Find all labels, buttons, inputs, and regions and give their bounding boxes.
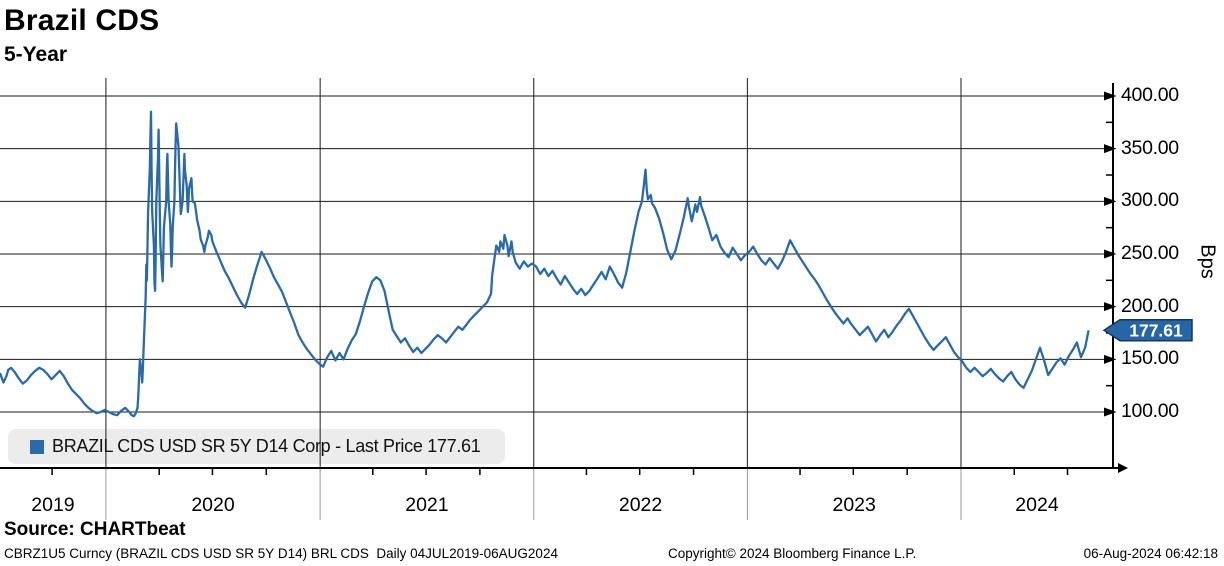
page-title: Brazil CDS [4, 4, 160, 37]
y-tick-label: 350.00 [1121, 136, 1179, 159]
y-tick-label: 150.00 [1121, 347, 1179, 370]
page-subtitle: 5-Year [4, 43, 68, 66]
y-tick-label: 300.00 [1121, 189, 1179, 212]
series-swatch-icon [30, 439, 44, 454]
y-major-tick-arrow-icon [1104, 91, 1117, 101]
y-tick-label: 200.00 [1121, 294, 1179, 317]
ticker-description: CBRZ1U5 Curncy (BRAZIL CDS USD SR 5Y D14… [4, 546, 558, 561]
y-major-tick-arrow-icon [1104, 196, 1117, 206]
x-axis-arrow-icon [1118, 463, 1128, 473]
y-tick-label: 250.00 [1121, 241, 1179, 264]
x-year-label: 2020 [191, 494, 235, 516]
y-major-tick-arrow-icon [1104, 144, 1117, 154]
y-axis-title: Bps [1196, 244, 1219, 279]
x-year-label: 2023 [832, 494, 876, 516]
legend-label: BRAZIL CDS USD SR 5Y D14 Corp - Last Pri… [52, 436, 481, 456]
copyright-label: Copyright© 2024 Bloomberg Finance L.P. [668, 546, 917, 561]
y-tick-label: 400.00 [1121, 84, 1179, 106]
legend: BRAZIL CDS USD SR 5Y D14 Corp - Last Pri… [8, 429, 505, 464]
y-major-tick-arrow-icon [1104, 407, 1117, 417]
last-price-tag-value: 177.61 [1129, 320, 1183, 340]
x-year-label: 2022 [618, 494, 663, 516]
y-tick-label: 100.00 [1121, 399, 1179, 422]
last-price-tag [1102, 319, 1193, 342]
y-major-tick-arrow-icon [1104, 302, 1117, 312]
x-year-label: 2021 [405, 494, 449, 516]
x-year-label: 2024 [1015, 494, 1059, 516]
timestamp-label: 06-Aug-2024 06:42:18 [1083, 546, 1218, 561]
y-major-tick-arrow-icon [1104, 249, 1117, 259]
y-major-tick-arrow-icon [1104, 354, 1117, 364]
x-year-label: 2019 [31, 494, 75, 516]
price-line-series [0, 110, 1090, 418]
source-label: Source: CHARTbeat [4, 519, 186, 540]
